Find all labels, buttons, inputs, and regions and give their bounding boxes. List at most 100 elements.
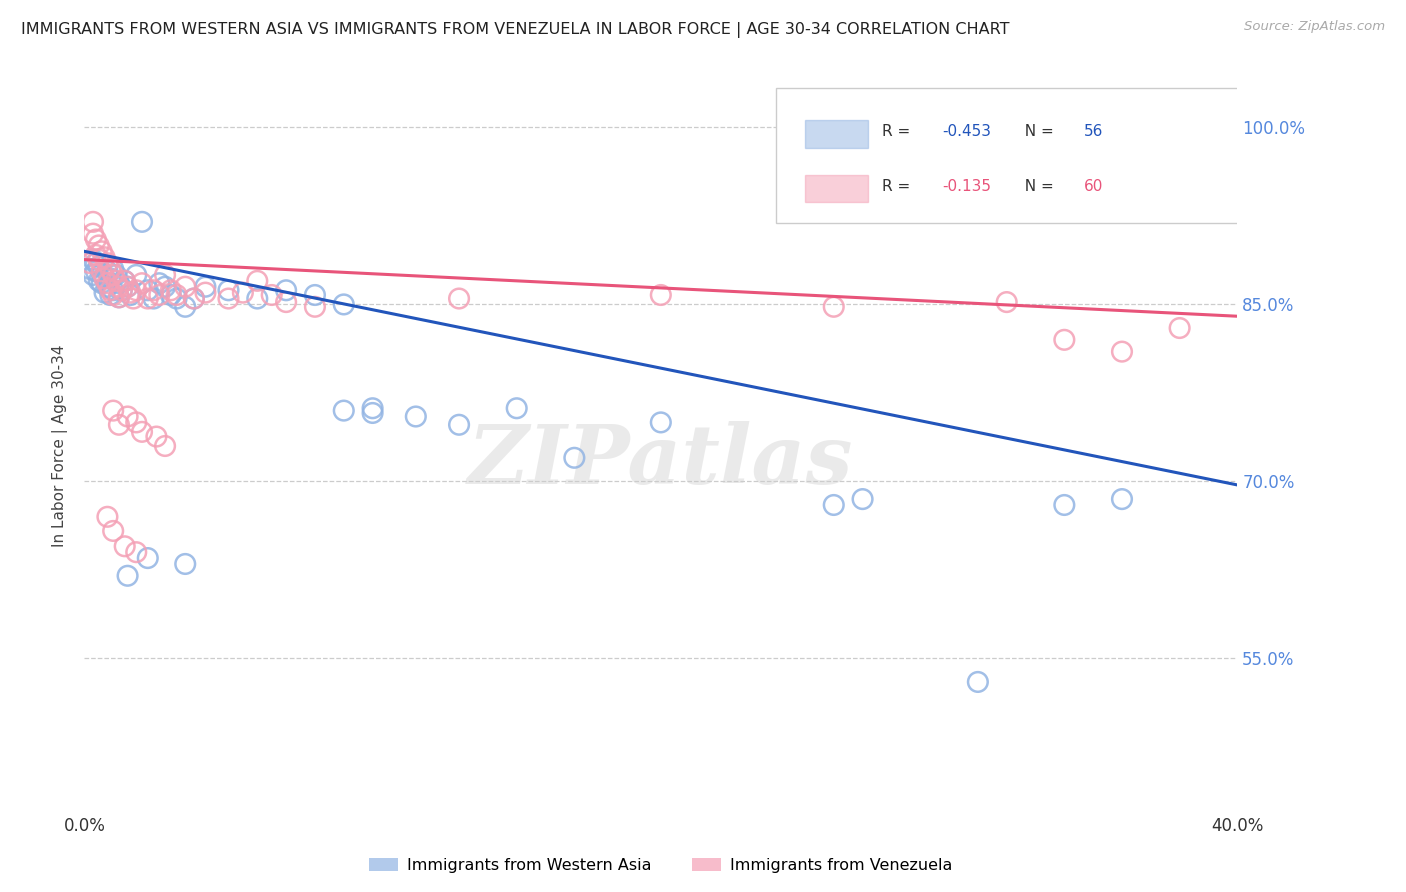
Point bbox=[87, 274, 110, 288]
Point bbox=[148, 276, 170, 290]
Point bbox=[96, 509, 118, 524]
Point bbox=[183, 292, 205, 306]
Point bbox=[90, 267, 112, 281]
Point bbox=[160, 288, 183, 302]
Point bbox=[87, 238, 110, 252]
Point bbox=[218, 283, 240, 297]
Point bbox=[145, 429, 167, 443]
Point bbox=[93, 285, 115, 300]
Text: 60: 60 bbox=[1084, 178, 1104, 194]
Point bbox=[84, 248, 107, 262]
Text: 56: 56 bbox=[1084, 124, 1104, 139]
Point bbox=[1053, 498, 1076, 512]
Point bbox=[995, 295, 1018, 310]
Point bbox=[114, 274, 136, 288]
Text: R =: R = bbox=[882, 178, 915, 194]
Point bbox=[136, 292, 159, 306]
Point bbox=[174, 300, 197, 314]
Point bbox=[153, 279, 176, 293]
Point bbox=[1111, 344, 1133, 359]
Point bbox=[84, 233, 107, 247]
Point bbox=[166, 292, 188, 306]
Point bbox=[125, 545, 148, 559]
Point bbox=[650, 416, 672, 430]
Point bbox=[166, 288, 188, 302]
Point bbox=[108, 290, 131, 304]
Text: IMMIGRANTS FROM WESTERN ASIA VS IMMIGRANTS FROM VENEZUELA IN LABOR FORCE | AGE 3: IMMIGRANTS FROM WESTERN ASIA VS IMMIGRAN… bbox=[21, 22, 1010, 38]
Point bbox=[108, 279, 131, 293]
Point bbox=[120, 285, 142, 300]
Point bbox=[1168, 321, 1191, 335]
FancyBboxPatch shape bbox=[806, 175, 869, 202]
Point bbox=[506, 401, 529, 416]
Point bbox=[218, 292, 240, 306]
Point bbox=[136, 551, 159, 566]
FancyBboxPatch shape bbox=[806, 120, 869, 147]
Point bbox=[564, 450, 586, 465]
Text: N =: N = bbox=[1015, 124, 1059, 139]
Point bbox=[194, 279, 217, 293]
Point bbox=[111, 283, 134, 297]
Point bbox=[117, 279, 139, 293]
Point bbox=[79, 256, 101, 270]
Point bbox=[650, 288, 672, 302]
Point bbox=[96, 279, 118, 293]
Point bbox=[120, 288, 142, 302]
Point bbox=[108, 417, 131, 432]
Point bbox=[108, 290, 131, 304]
Point bbox=[108, 276, 131, 290]
Point bbox=[276, 283, 298, 297]
Point bbox=[117, 409, 139, 424]
Point bbox=[1111, 492, 1133, 507]
Point bbox=[117, 568, 139, 582]
Point bbox=[174, 557, 197, 571]
Point bbox=[153, 439, 176, 453]
Point bbox=[148, 288, 170, 302]
Point bbox=[79, 262, 101, 277]
Point bbox=[131, 425, 153, 439]
Point bbox=[105, 274, 128, 288]
Point bbox=[117, 279, 139, 293]
Point bbox=[98, 271, 121, 285]
Point bbox=[103, 288, 125, 302]
Point bbox=[304, 300, 326, 314]
Point bbox=[304, 288, 326, 302]
Legend: Immigrants from Western Asia, Immigrants from Venezuela: Immigrants from Western Asia, Immigrants… bbox=[363, 852, 959, 880]
Point bbox=[93, 250, 115, 264]
Point bbox=[183, 292, 205, 306]
Point bbox=[90, 244, 112, 259]
Point bbox=[82, 215, 104, 229]
Point bbox=[246, 274, 269, 288]
Point bbox=[174, 279, 197, 293]
Point bbox=[160, 283, 183, 297]
Point bbox=[361, 406, 384, 420]
Point bbox=[447, 292, 470, 306]
Point bbox=[125, 283, 148, 297]
Point bbox=[260, 288, 283, 302]
Text: -0.135: -0.135 bbox=[942, 178, 991, 194]
Point bbox=[96, 256, 118, 270]
Point bbox=[96, 264, 118, 278]
Point bbox=[1053, 333, 1076, 347]
Point bbox=[82, 227, 104, 241]
Point bbox=[105, 268, 128, 282]
Point bbox=[103, 524, 125, 538]
Point bbox=[114, 539, 136, 553]
Point bbox=[852, 492, 875, 507]
Point bbox=[823, 300, 845, 314]
Point bbox=[103, 262, 125, 277]
Point bbox=[93, 270, 115, 285]
Point bbox=[136, 283, 159, 297]
Point bbox=[823, 498, 845, 512]
Point bbox=[103, 268, 125, 282]
Point bbox=[111, 283, 134, 297]
FancyBboxPatch shape bbox=[776, 87, 1260, 223]
Point bbox=[332, 297, 354, 311]
Point bbox=[103, 283, 125, 297]
Point bbox=[447, 417, 470, 432]
Point bbox=[122, 292, 145, 306]
Point bbox=[98, 262, 121, 277]
Point bbox=[84, 256, 107, 270]
Point bbox=[98, 283, 121, 297]
Y-axis label: In Labor Force | Age 30-34: In Labor Force | Age 30-34 bbox=[52, 344, 69, 548]
